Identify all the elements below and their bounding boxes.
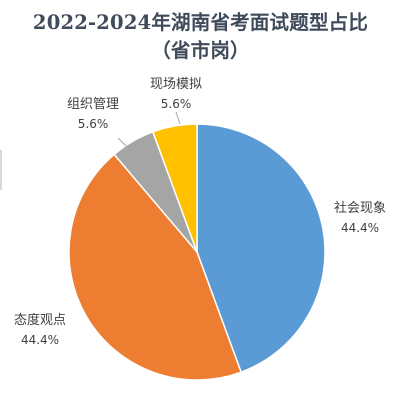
pie-slice-simulation: [151, 123, 198, 253]
pie-slice-social: [196, 123, 326, 374]
slice-label-attitude: 态度观点: [14, 312, 66, 328]
chart-subtitle: （省市岗）: [151, 39, 250, 62]
chart-title: 2022-2024年湖南省考面试题型占比: [32, 11, 369, 34]
edge-divider: [0, 150, 2, 190]
leader-line-simulation: [175, 111, 181, 125]
leader-line-organize: [117, 137, 129, 149]
slice-label-simulation: 现场模拟: [150, 77, 202, 92]
pie-slice-attitude: [68, 153, 243, 381]
slice-value-organize: 5.6%: [78, 117, 109, 131]
slice-label-social: 社会现象: [334, 200, 386, 216]
slice-value-simulation: 5.6%: [161, 97, 192, 111]
slice-value-social: 44.4%: [341, 221, 379, 235]
slice-label-organize: 组织管理: [67, 97, 119, 112]
slice-value-attitude: 44.4%: [21, 333, 59, 347]
